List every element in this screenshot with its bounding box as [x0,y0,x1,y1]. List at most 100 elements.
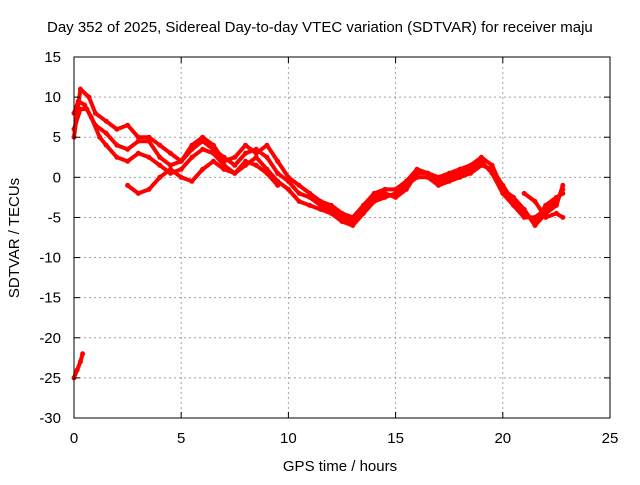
data-point [553,210,559,216]
data-point [318,202,324,208]
data-point [307,202,313,208]
y-tick-label: -30 [39,410,61,427]
data-point [77,86,83,92]
data-point [178,174,184,180]
series-track-f [72,351,85,380]
data-point [403,186,409,192]
data-point [382,190,388,196]
data-point [114,154,120,160]
data-point [457,170,463,176]
data-point [189,142,195,148]
data-point [521,206,527,212]
data-point [468,166,474,172]
data-point [86,94,92,100]
chart-title: Day 352 of 2025, Sidereal Day-to-day VTE… [47,19,593,36]
data-point [221,158,227,164]
data-point [350,219,356,224]
data-point [114,142,120,148]
data-point [97,134,103,140]
data-point [82,102,88,108]
data-point [296,198,302,204]
data-point [532,214,538,220]
y-tick-label: -25 [39,370,61,387]
y-tick-label: -15 [39,290,61,307]
data-point [178,158,184,164]
data-point [371,190,377,196]
data-point [157,162,163,168]
data-point [436,174,441,180]
data-point [436,178,441,184]
data-point [253,150,259,156]
data-point [135,134,141,140]
y-tick-label: 0 [53,169,61,186]
data-point [285,186,291,192]
data-point [436,182,441,188]
data-point [232,154,238,160]
data-point [339,219,345,224]
x-tick-label: 20 [494,430,511,447]
y-tick-label: -5 [48,209,61,226]
data-point [253,162,259,168]
y-tick-label: -10 [39,250,61,267]
data-point [285,174,291,180]
data-point [318,198,324,204]
x-tick-label: 5 [177,430,185,447]
data-point [135,190,141,196]
data-point [264,142,270,148]
x-tick-label: 10 [280,430,297,447]
data-point [125,158,131,164]
data-point [168,166,173,172]
plot-frame [73,56,611,419]
y-tick-label: 10 [44,89,61,106]
y-axis-label: SDTVAR / TECUs [6,178,23,298]
data-point [92,122,98,128]
data-point [146,186,152,192]
data-point [77,359,83,365]
data-point [74,367,80,373]
data-point [264,170,270,176]
data-point [478,154,484,160]
data-point [521,190,527,196]
x-axis-label: GPS time / hours [283,458,397,475]
data-point [532,223,538,228]
data-point [318,206,324,212]
data-point [275,182,281,188]
data-point [103,130,109,136]
data-point [382,186,388,192]
data-point [500,186,506,192]
data-point [446,170,452,176]
data-point [468,170,474,176]
data-point [114,126,120,132]
data-point [393,194,399,200]
data-point [414,166,420,172]
data-point [168,162,173,168]
data-point [135,138,141,144]
grid-layer [74,57,610,418]
data-point [403,178,409,184]
data-point [125,122,131,128]
data-point [328,202,334,208]
data-point [200,134,206,140]
data-point [157,154,163,160]
data-point [135,150,141,156]
data-point [296,182,302,188]
data-point [146,134,152,140]
data-point [80,351,86,357]
data-point [511,194,516,200]
data-point [200,166,206,172]
data-point [232,170,238,176]
data-point [243,150,248,156]
data-point [468,162,474,168]
data-point [543,214,549,220]
data-point [339,214,345,220]
data-point [189,154,195,160]
data-point [232,162,238,168]
data-point [200,146,206,152]
data-point [560,182,566,188]
data-point [103,118,109,124]
data-point [103,142,109,148]
y-tick-label: 5 [53,129,61,146]
data-point [275,170,281,176]
data-layer [71,86,566,381]
data-point [178,166,184,172]
